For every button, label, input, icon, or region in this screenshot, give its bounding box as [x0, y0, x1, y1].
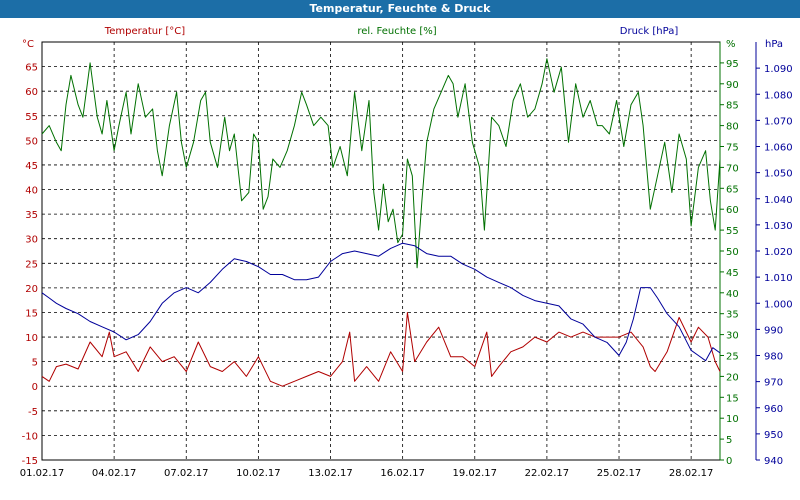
pressure-line [41, 242, 721, 362]
axis-headers: °C Temperatur [°C] rel. Feuchte [%] % Dr… [22, 26, 783, 50]
humidity-axis-label: rel. Feuchte [%] [357, 26, 436, 37]
temp-tick-label: 30 [25, 235, 38, 246]
humidity-tick-label: 30 [726, 331, 739, 342]
humidity-tick-label: 90 [726, 80, 739, 91]
humidity-tick-label: 5 [726, 435, 732, 446]
x-tick-label: 13.02.17 [308, 468, 353, 479]
pressure-tick-label: 960 [764, 404, 783, 415]
temperature-line [41, 312, 721, 387]
temp-tick-label: -15 [22, 456, 38, 467]
pressure-tick-label: 1.070 [764, 116, 793, 127]
grid-lines [42, 42, 720, 460]
plot-frame [41, 41, 721, 461]
humidity-tick-label: 80 [726, 122, 739, 133]
pressure-tick-label: 1.050 [764, 169, 793, 180]
temp-tick-label: -10 [22, 431, 38, 442]
humidity-tick-label: 35 [726, 310, 739, 321]
humidity-tick-label: 0 [726, 456, 732, 467]
humidity-tick-label: 70 [726, 163, 739, 174]
temp-tick-label: 10 [25, 333, 38, 344]
temp-tick-label: 25 [25, 259, 38, 270]
x-tick-label: 07.02.17 [164, 468, 209, 479]
pressure-tick-label: 1.010 [764, 273, 793, 284]
temp-tick-label: 35 [25, 210, 38, 221]
window-title: Temperatur, Feuchte & Druck [0, 0, 800, 18]
chart: -15-10-50510152025303540455055606501.02.… [20, 26, 793, 479]
temp-unit-label: °C [22, 39, 34, 50]
pressure-tick-label: 950 [764, 430, 783, 441]
temp-tick-label: 60 [25, 87, 38, 98]
pressure-unit-label: hPa [765, 39, 783, 50]
humidity-tick-label: 95 [726, 59, 739, 70]
temp-tick-label: 40 [25, 186, 38, 197]
humidity-tick-label: 60 [726, 205, 739, 216]
temp-axis-label: Temperatur [°C] [104, 26, 185, 37]
axes [41, 41, 760, 461]
temp-tick-label: 65 [25, 63, 38, 74]
x-tick-label: 01.02.17 [20, 468, 65, 479]
pressure-tick-label: 1.080 [764, 90, 793, 101]
pressure-tick-label: 940 [764, 456, 783, 467]
pressure-tick-label: 1.060 [764, 143, 793, 154]
pressure-tick-label: 1.030 [764, 221, 793, 232]
humidity-tick-label: 55 [726, 226, 739, 237]
temp-tick-label: 15 [25, 308, 38, 319]
humidity-tick-label: 10 [726, 414, 739, 425]
humidity-tick-label: 65 [726, 184, 739, 195]
temp-tick-label: -5 [28, 407, 38, 418]
x-tick-label: 19.02.17 [453, 468, 498, 479]
x-tick-label: 22.02.17 [525, 468, 570, 479]
humidity-tick-label: 20 [726, 372, 739, 383]
x-tick-label: 10.02.17 [236, 468, 281, 479]
x-tick-label: 16.02.17 [380, 468, 425, 479]
x-tick-label: 28.02.17 [669, 468, 714, 479]
temp-tick-label: 0 [32, 382, 38, 393]
pressure-tick-label: 1.000 [764, 299, 793, 310]
humidity-tick-label: 15 [726, 393, 739, 404]
humidity-unit-label: % [726, 39, 736, 50]
temp-tick-label: 20 [25, 284, 38, 295]
humidity-tick-label: 25 [726, 352, 739, 363]
temp-tick-label: 55 [25, 112, 38, 123]
pressure-tick-label: 980 [764, 352, 783, 363]
pressure-tick-label: 990 [764, 325, 783, 336]
series-lines [41, 58, 721, 387]
temp-tick-label: 5 [32, 358, 38, 369]
humidity-tick-label: 85 [726, 101, 739, 112]
pressure-tick-label: 1.090 [764, 64, 793, 75]
humidity-tick-label: 50 [726, 247, 739, 258]
humidity-tick-label: 40 [726, 289, 739, 300]
temp-tick-label: 45 [25, 161, 38, 172]
tick-labels: -15-10-50510152025303540455055606501.02.… [20, 59, 793, 479]
temp-tick-label: 50 [25, 136, 38, 147]
x-tick-label: 25.02.17 [597, 468, 642, 479]
pressure-axis-label: Druck [hPa] [620, 26, 679, 37]
humidity-tick-label: 45 [726, 268, 739, 279]
humidity-tick-label: 75 [726, 143, 739, 154]
pressure-tick-label: 970 [764, 378, 783, 389]
humidity-line [41, 58, 721, 269]
pressure-tick-label: 1.040 [764, 195, 793, 206]
x-tick-label: 04.02.17 [92, 468, 137, 479]
pressure-tick-label: 1.020 [764, 247, 793, 258]
